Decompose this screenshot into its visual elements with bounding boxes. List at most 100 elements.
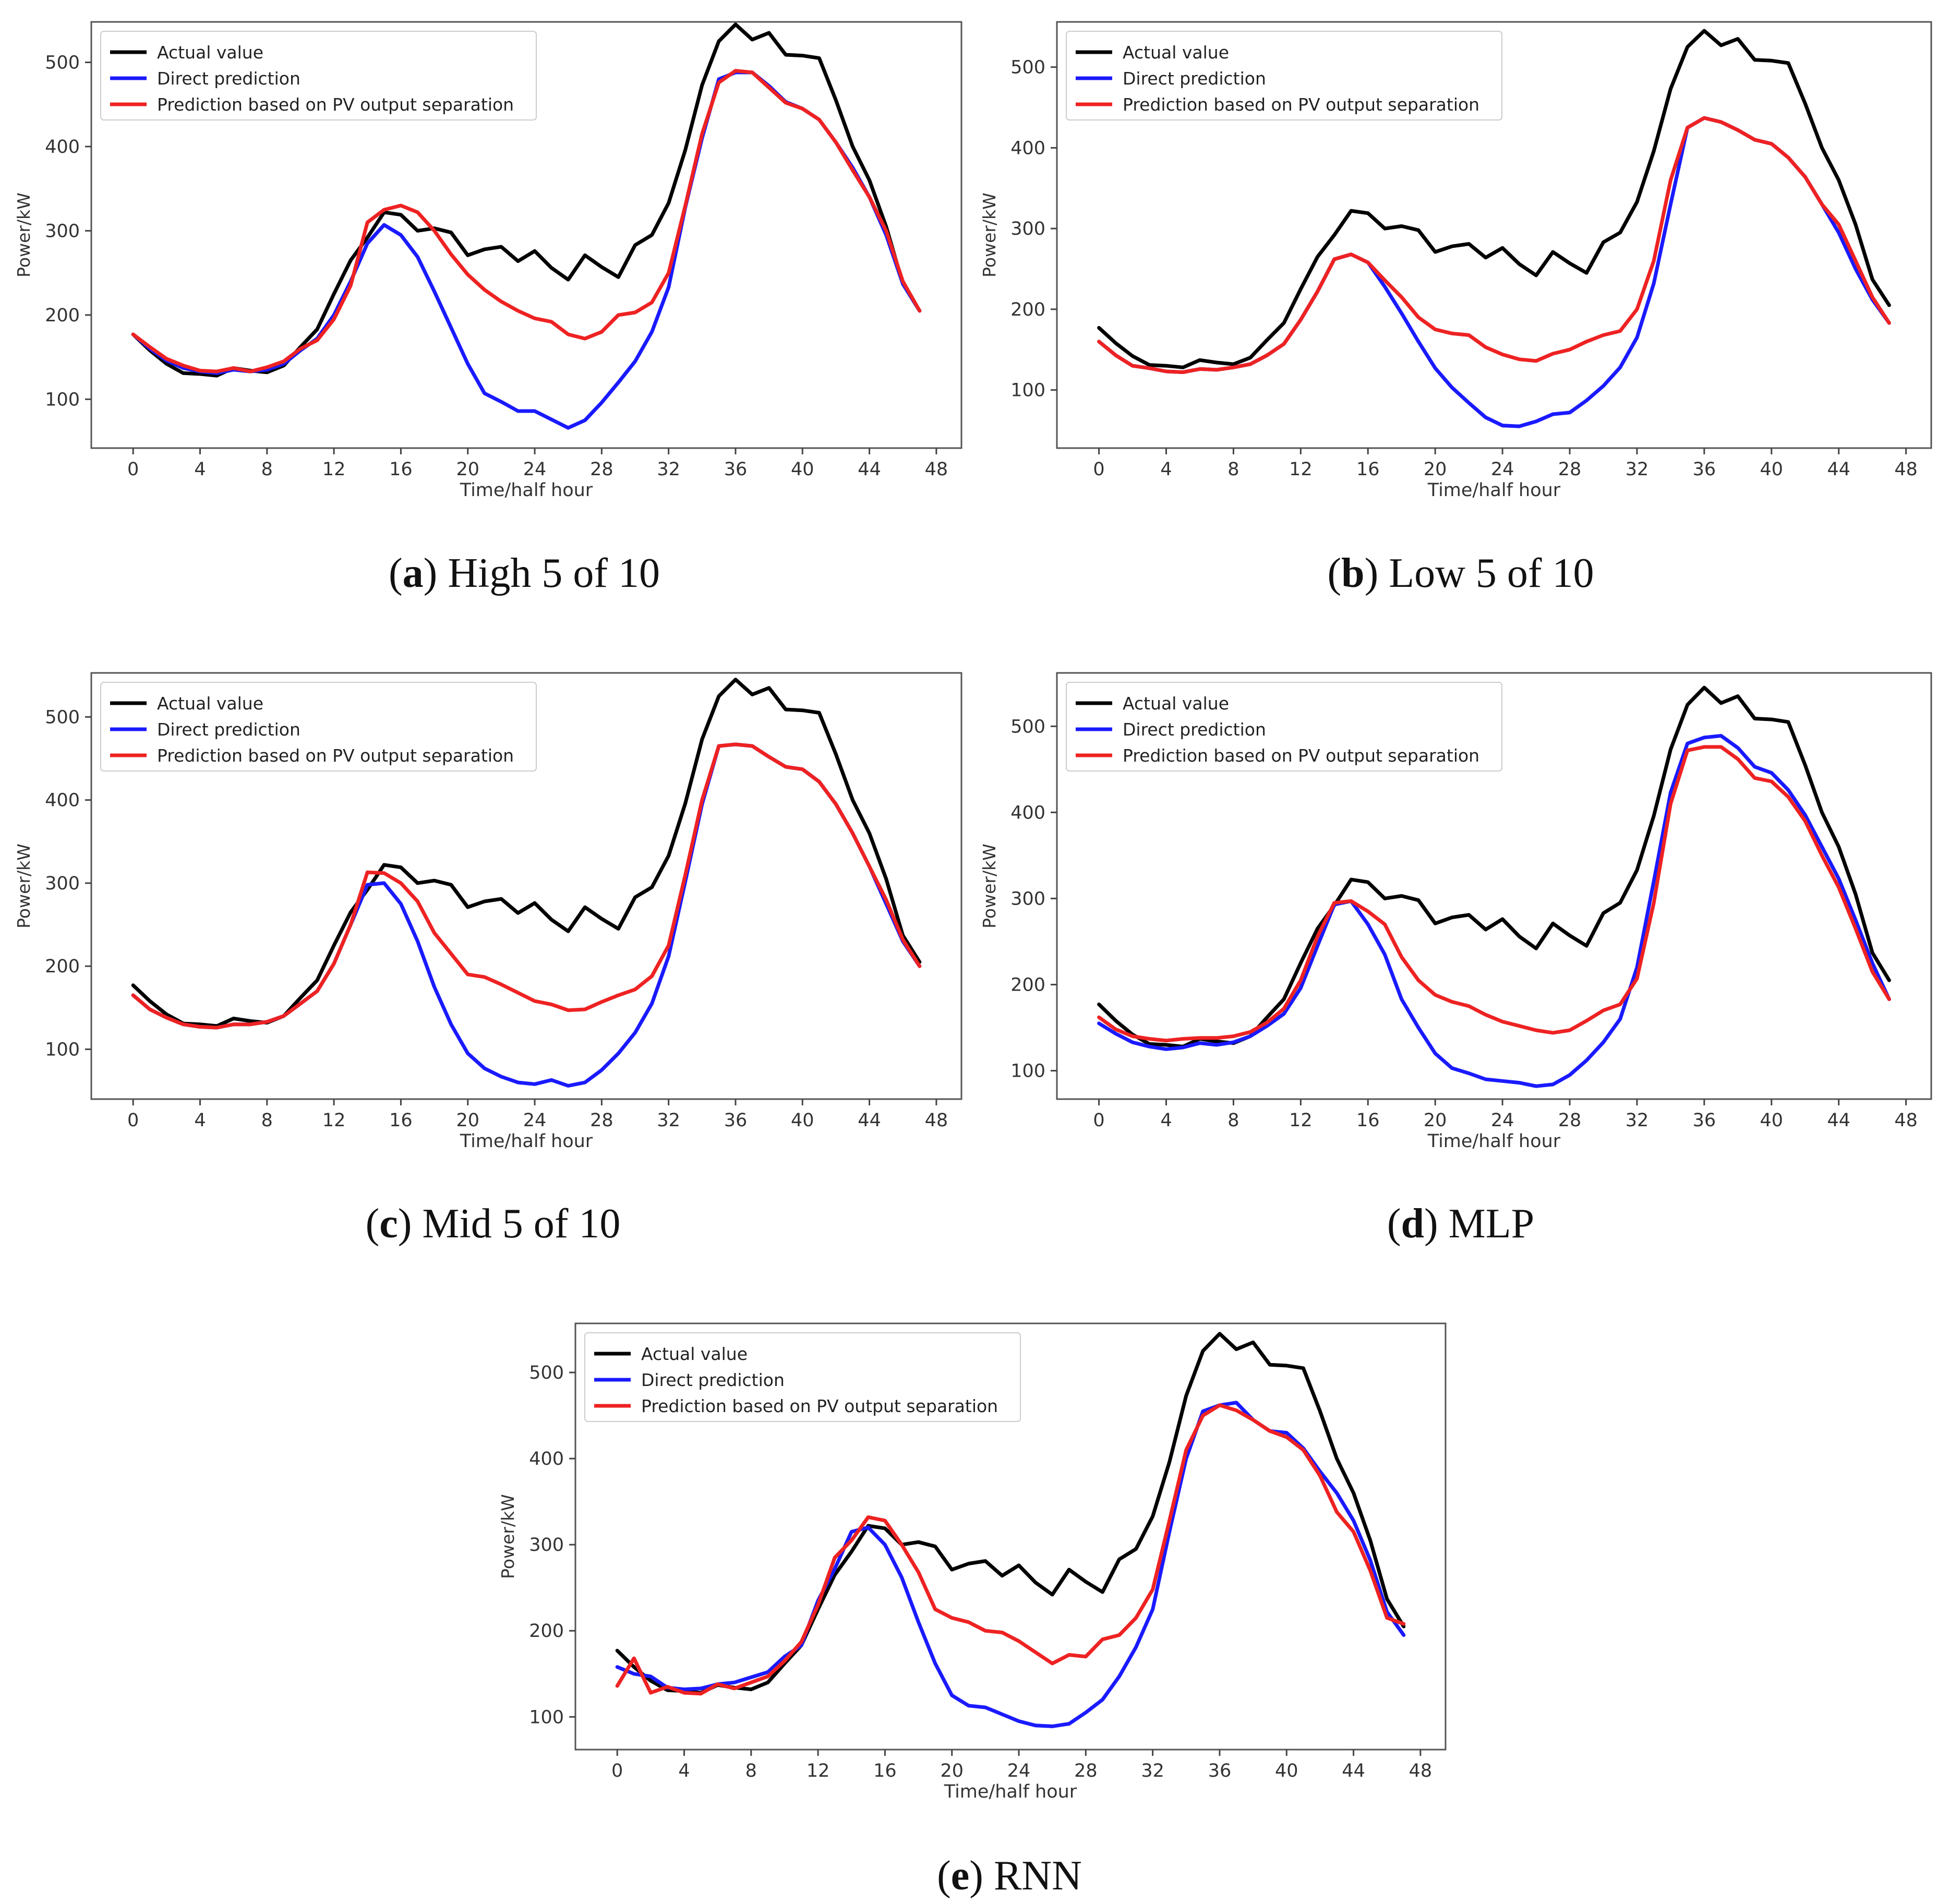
data-point	[1366, 212, 1369, 215]
data-point	[684, 873, 687, 876]
x-tick-label: 16	[873, 1761, 897, 1781]
data-point	[967, 1621, 970, 1624]
data-point	[450, 883, 453, 886]
data-point	[500, 897, 503, 900]
data-point	[299, 1002, 302, 1005]
data-point	[1518, 935, 1521, 938]
data-point	[600, 1001, 603, 1004]
data-point	[366, 221, 369, 224]
data-point	[1501, 246, 1504, 249]
data-point	[583, 337, 586, 340]
data-point	[683, 1691, 685, 1694]
data-point	[232, 367, 235, 370]
data-point	[701, 738, 704, 741]
x-tick-label: 0	[1093, 459, 1104, 480]
legend-label: Prediction based on PV output separation	[641, 1396, 998, 1416]
data-point	[483, 248, 486, 251]
data-point	[1400, 956, 1403, 959]
data-point	[1369, 1559, 1372, 1562]
data-point	[399, 902, 402, 906]
data-point	[232, 1017, 235, 1020]
data-point	[1736, 757, 1739, 761]
data-point	[466, 273, 470, 276]
data-point	[1568, 348, 1571, 351]
data-point	[851, 832, 854, 835]
data-point	[1619, 1003, 1622, 1006]
data-point	[1051, 1593, 1054, 1596]
data-point	[767, 755, 771, 758]
legend-box	[100, 682, 537, 772]
data-point	[332, 944, 335, 947]
data-point	[567, 930, 570, 933]
data-point	[550, 418, 553, 421]
data-point	[1602, 912, 1605, 914]
data-point	[1148, 1038, 1151, 1040]
y-tick-label: 300	[529, 1535, 564, 1556]
data-point	[984, 1629, 987, 1632]
data-point	[165, 1016, 168, 1019]
x-tick-label: 20	[456, 1110, 479, 1131]
data-point	[1165, 1043, 1167, 1046]
x-tick-label: 28	[1074, 1761, 1098, 1781]
y-tick-label: 500	[1010, 716, 1045, 737]
data-point	[667, 944, 670, 947]
data-point	[1736, 695, 1739, 698]
data-point	[416, 900, 419, 903]
y-axis-label: Power/kW	[14, 843, 34, 929]
data-point	[1051, 1662, 1054, 1665]
data-point	[1285, 1364, 1288, 1367]
data-point	[1467, 401, 1471, 404]
chart-d: 0 4 8 12 16 20 24 28 32 36 40 44 48100200300400500Ti…	[979, 672, 1932, 1247]
data-point	[617, 314, 620, 317]
x-tick-label: 32	[657, 459, 680, 480]
data-point	[1787, 720, 1790, 724]
data-point	[1400, 998, 1403, 1001]
data-point	[1703, 686, 1706, 689]
data-point	[1669, 791, 1672, 794]
x-axis-label: Time/half hour	[460, 1131, 593, 1152]
x-tick-label: 28	[1558, 459, 1582, 480]
x-tick-label: 24	[523, 1110, 547, 1131]
data-point	[349, 923, 352, 926]
x-tick-label: 4	[194, 1110, 206, 1131]
data-point	[1821, 811, 1823, 814]
data-point	[1518, 1081, 1521, 1084]
data-point	[1151, 1588, 1154, 1591]
legend-label: Actual value	[641, 1344, 748, 1364]
data-point	[215, 1026, 219, 1029]
data-point	[516, 911, 520, 914]
data-point	[1185, 1449, 1188, 1452]
data-point	[1198, 1042, 1201, 1045]
data-point	[600, 401, 603, 404]
data-point	[1114, 1019, 1117, 1022]
data-point	[950, 1568, 954, 1571]
y-tick-label: 300	[1010, 888, 1045, 909]
data-point	[1602, 333, 1605, 336]
data-point	[1669, 178, 1672, 182]
data-point	[199, 1025, 201, 1028]
data-point	[1803, 813, 1807, 816]
data-point	[1101, 1590, 1104, 1594]
figure-caption: (a) High 5 of 10	[389, 550, 660, 596]
caption-letter: d	[1401, 1201, 1425, 1247]
data-point	[1400, 895, 1403, 897]
data-point	[1837, 178, 1840, 182]
data-point	[1402, 1625, 1405, 1628]
data-point	[1467, 333, 1471, 336]
data-point	[131, 994, 135, 997]
x-tick-label: 4	[1160, 1110, 1172, 1131]
data-point	[751, 38, 754, 41]
data-point	[801, 768, 804, 771]
data-point	[1518, 358, 1521, 361]
data-point	[1535, 947, 1538, 950]
data-point	[1887, 979, 1891, 982]
data-point	[316, 339, 319, 342]
data-point	[1400, 225, 1403, 227]
data-point	[500, 245, 503, 248]
data-point	[1585, 399, 1588, 402]
data-point	[1669, 748, 1672, 751]
data-point	[282, 360, 285, 363]
data-point	[1484, 416, 1487, 419]
chart-b: 0 4 8 12 16 20 24 28 32 36 40 44 48100200300400500Ti…	[979, 21, 1932, 596]
caption-letter: a	[403, 550, 424, 596]
